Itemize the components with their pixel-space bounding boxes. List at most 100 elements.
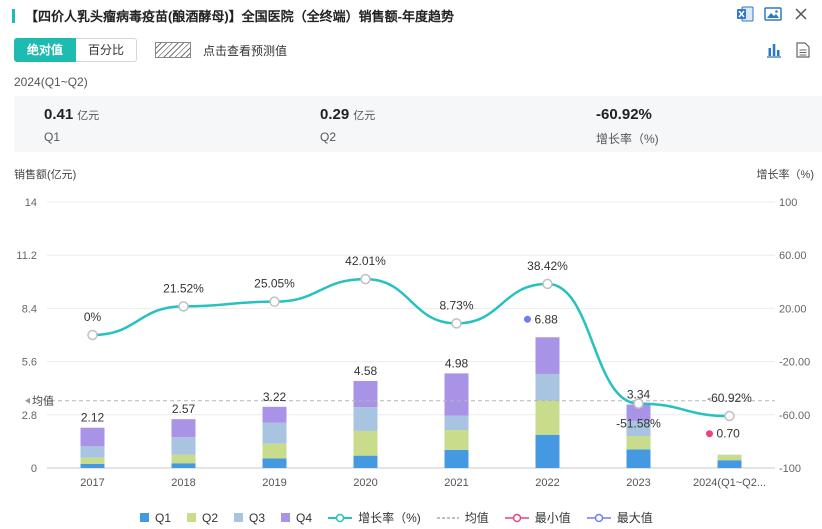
bar-total-label: 6.88 xyxy=(535,312,559,326)
growth-data-label: 8.73% xyxy=(439,298,473,312)
legend-q4[interactable]: Q4 xyxy=(281,511,312,525)
hatch-pattern-icon xyxy=(155,42,192,58)
bar-q1 xyxy=(717,460,742,468)
bar-q2 xyxy=(535,400,560,435)
legend-min-icon xyxy=(504,513,529,522)
bar-total-label: 4.58 xyxy=(354,364,378,378)
right-axis-title: 增长率（%) xyxy=(756,169,814,181)
bar-q1 xyxy=(80,463,105,468)
bar-total-label: 2.57 xyxy=(172,402,196,416)
legend-growth-line-icon xyxy=(328,513,353,522)
summary-panel: 0.41 亿元 Q1 0.29 亿元 Q2 -60.92% 增长率（%) xyxy=(14,96,822,152)
growth-data-label: -60.92% xyxy=(707,391,752,405)
legend-average[interactable]: 均值 xyxy=(436,509,489,526)
growth-point xyxy=(451,318,462,329)
growth-point xyxy=(724,410,735,422)
legend-max-label: 最大值 xyxy=(616,511,653,525)
y-right-tick-label: 20.00 xyxy=(779,303,807,315)
stat-q1-label: Q1 xyxy=(44,130,61,144)
bar-q2 xyxy=(80,457,105,464)
legend-q3-label: Q3 xyxy=(249,510,266,525)
bar-q3 xyxy=(80,446,105,458)
table-view-icon[interactable] xyxy=(796,42,810,58)
legend-q4-swatch xyxy=(281,513,291,522)
bar-q4 xyxy=(535,337,560,374)
y-left-tick-label: 2.8 xyxy=(22,410,37,422)
legend-q2-label: Q2 xyxy=(202,510,219,525)
y-right-tick-label: -100 xyxy=(779,463,801,475)
x-tick-label: 2023 xyxy=(626,477,650,489)
growth-point xyxy=(87,329,98,341)
bar-q3 xyxy=(444,415,469,430)
top-icon-group xyxy=(736,6,810,22)
legend-q1-swatch xyxy=(140,513,149,522)
y-left-tick-label: 8.4 xyxy=(22,303,37,315)
bar-q1 xyxy=(535,434,560,468)
chart-legend: Q1 Q2 Q3 Q4 增长率（%) 均值 最小值 最大值 xyxy=(140,509,653,526)
x-tick-label: 2022 xyxy=(535,477,559,489)
legend-min-label: 最小值 xyxy=(534,511,571,525)
stat-q2-unit: 亿元 xyxy=(353,110,376,122)
max-marker xyxy=(524,315,531,323)
legend-q2-swatch xyxy=(187,513,197,522)
bar-q1 xyxy=(626,449,651,468)
legend-q2[interactable]: Q2 xyxy=(187,511,218,525)
bar-q3 xyxy=(262,422,287,444)
bar-total-label: 2.12 xyxy=(81,411,105,425)
y-left-tick-label: 11.2 xyxy=(16,250,37,262)
min-marker xyxy=(706,430,713,438)
bar-q1 xyxy=(171,463,196,468)
stat-q1-unit: 亿元 xyxy=(77,110,100,122)
legend-average-label: 均值 xyxy=(464,511,489,525)
legend-q3[interactable]: Q3 xyxy=(234,511,265,525)
growth-point xyxy=(633,398,644,409)
legend-q4-label: Q4 xyxy=(296,510,313,525)
view-toggle-group xyxy=(766,42,810,58)
bar-total-label: 0.70 xyxy=(717,427,741,441)
bar-q4 xyxy=(626,404,651,421)
y-right-tick-label: 60.00 xyxy=(779,250,807,262)
y-right-tick-label: 100 xyxy=(779,197,797,209)
y-right-tick-label: -60.00 xyxy=(779,410,810,422)
predict-toggle[interactable]: 点击查看预测值 xyxy=(155,42,287,59)
legend-max-icon xyxy=(586,513,611,522)
growth-data-label: 38.42% xyxy=(527,259,568,273)
x-tick-label: 2017 xyxy=(80,477,104,489)
toolbar: 绝对值 百分比 点击查看预测值 xyxy=(14,38,287,62)
close-icon[interactable] xyxy=(792,6,810,22)
bar-total-label: 3.34 xyxy=(627,388,651,402)
bar-q4 xyxy=(353,380,378,408)
page-title: 【四价人乳头瘤病毒疫苗(酿酒酵母)】全国医院（全终端）销售额-年度趋势 xyxy=(25,9,454,24)
legend-max[interactable]: 最大值 xyxy=(586,509,653,526)
left-axis-title: 销售额(亿元) xyxy=(14,169,77,181)
bar-q2 xyxy=(444,430,469,450)
tab-absolute[interactable]: 绝对值 xyxy=(14,38,77,62)
average-label: 均值 xyxy=(32,395,54,408)
bar-q2 xyxy=(171,454,196,464)
tab-percentage[interactable]: 百分比 xyxy=(76,38,138,62)
legend-growth[interactable]: 增长率（%) xyxy=(328,509,421,526)
bar-q1 xyxy=(262,458,287,468)
legend-q1[interactable]: Q1 xyxy=(140,511,171,525)
bar-q2 xyxy=(626,436,651,450)
bar-q3 xyxy=(353,407,378,431)
stat-growth: -60.92% 增长率（%) xyxy=(596,106,659,147)
period-label: 2024(Q1~Q2) xyxy=(14,75,88,89)
x-tick-label: 2020 xyxy=(353,477,377,489)
image-export-icon[interactable] xyxy=(764,6,782,22)
bar-q4 xyxy=(444,373,469,416)
stat-q2-label: Q2 xyxy=(320,130,337,144)
average-marker-icon xyxy=(25,397,30,404)
bar-q3 xyxy=(171,437,196,455)
stat-q2: 0.29 亿元 Q2 xyxy=(320,106,375,144)
growth-data-label: -51.58% xyxy=(616,417,661,431)
legend-min[interactable]: 最小值 xyxy=(504,509,571,526)
excel-export-icon[interactable] xyxy=(736,6,754,22)
stat-q1-value: 0.41 xyxy=(44,106,74,123)
predict-label: 点击查看预测值 xyxy=(203,43,288,58)
growth-data-label: 0% xyxy=(84,310,102,324)
x-tick-label: 2018 xyxy=(171,477,195,489)
title-bar: 【四价人乳头瘤病毒疫苗(酿酒酵母)】全国医院（全终端）销售额-年度趋势 xyxy=(12,6,454,25)
bar-q1 xyxy=(444,449,469,468)
bar-chart-icon[interactable] xyxy=(766,42,782,58)
